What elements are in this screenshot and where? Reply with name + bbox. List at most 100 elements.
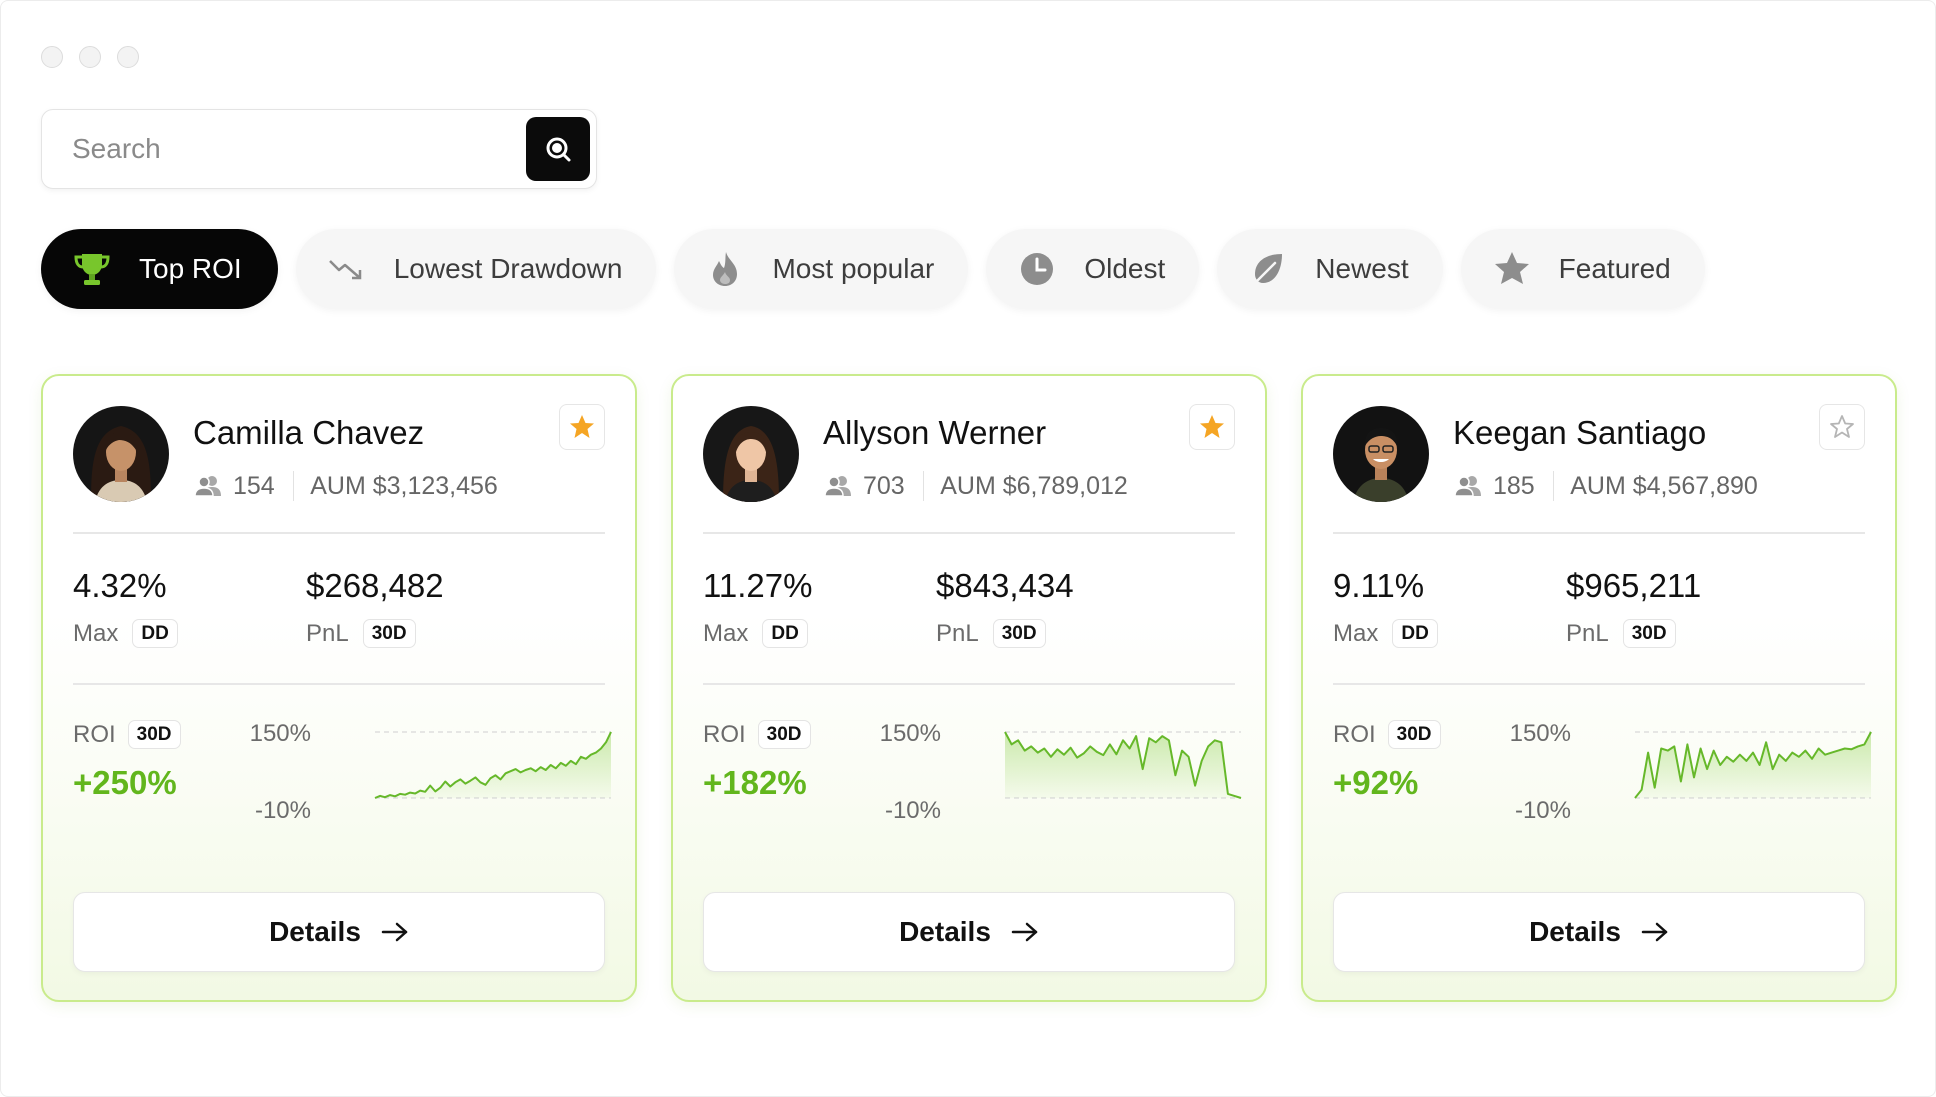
pnl-value: $965,211 — [1566, 567, 1702, 604]
filter-label: Newest — [1315, 253, 1409, 284]
sparkline-line — [1004, 731, 1242, 799]
max-drawdown-value: 9.11% — [1333, 567, 1425, 604]
filter-lowest-drawdown[interactable]: Lowest Drawdown — [295, 229, 657, 309]
star-filled-icon — [1200, 415, 1224, 438]
details-label: Details — [269, 916, 361, 947]
divider — [1552, 471, 1555, 501]
pnl-stat: $268,482 PnL 30D — [306, 567, 444, 648]
dd-badge: DD — [1392, 619, 1438, 648]
roi-label: ROI — [1333, 720, 1376, 748]
star-icon — [1491, 248, 1533, 290]
filter-newest[interactable]: Newest — [1217, 229, 1443, 309]
search-bar — [41, 109, 597, 189]
window-controls — [41, 46, 139, 68]
trader-card: Camilla Chavez 154 AUM $3,123,456 — [41, 374, 637, 1002]
period-badge: 30D — [992, 619, 1046, 648]
details-button[interactable]: Details — [73, 892, 605, 972]
minimize-window-button[interactable] — [79, 46, 101, 68]
pnl-label: PnL — [1566, 619, 1609, 647]
maximize-window-button[interactable] — [117, 46, 139, 68]
avatar — [1333, 406, 1429, 502]
arrow-right-icon — [1641, 922, 1668, 942]
flame-icon — [704, 248, 746, 290]
roi-label-row: ROI 30D — [703, 720, 811, 749]
favorite-button[interactable] — [1189, 404, 1235, 450]
details-button[interactable]: Details — [703, 892, 1235, 972]
max-label: Max — [703, 619, 749, 647]
max-label: Max — [1333, 619, 1379, 647]
axis-min-label: -10% — [254, 797, 311, 824]
trend-down-icon — [326, 248, 368, 290]
roi-sparkline — [374, 731, 612, 799]
roi-label: ROI — [703, 720, 746, 748]
divider — [703, 532, 1235, 534]
search-input[interactable] — [42, 109, 526, 189]
period-badge: 30D — [362, 619, 416, 648]
divider — [922, 471, 925, 501]
filter-most-popular[interactable]: Most popular — [674, 229, 969, 309]
favorite-button[interactable] — [559, 404, 605, 450]
pnl-stat: $843,434 PnL 30D — [936, 567, 1074, 648]
arrow-right-icon — [1011, 922, 1038, 942]
star-outline-icon — [1830, 415, 1854, 438]
pnl-label: PnL — [306, 619, 349, 647]
filter-featured[interactable]: Featured — [1460, 229, 1705, 309]
filter-label: Oldest — [1084, 253, 1166, 284]
followers-icon — [194, 476, 221, 497]
divider — [1333, 532, 1865, 534]
favorite-button[interactable] — [1819, 404, 1865, 450]
filter-oldest[interactable]: Oldest — [986, 229, 1200, 309]
avatar — [703, 406, 799, 502]
followers-count: 154 — [233, 471, 275, 500]
divider — [73, 683, 605, 685]
axis-max-label: 150% — [249, 720, 311, 747]
details-label: Details — [899, 916, 991, 947]
sparkline-line — [1634, 731, 1872, 799]
max-drawdown-stat: 11.27% Max DD — [703, 567, 812, 648]
trader-name: Keegan Santiago — [1453, 414, 1707, 451]
axis-max-label: 150% — [879, 720, 941, 747]
period-badge: 30D — [1622, 619, 1676, 648]
max-drawdown-value: 4.32% — [73, 567, 167, 604]
pnl-label: PnL — [936, 619, 979, 647]
filter-bar: Top ROI Lowest Drawdown Most popular — [41, 229, 1705, 309]
roi-label: ROI — [73, 720, 116, 748]
trader-name: Allyson Werner — [823, 414, 1047, 451]
followers-count: 185 — [1493, 471, 1535, 500]
filter-label: Featured — [1558, 253, 1671, 284]
roi-label-row: ROI 30D — [1333, 720, 1441, 749]
max-drawdown-stat: 9.11% Max DD — [1333, 567, 1438, 648]
search-icon — [546, 137, 571, 162]
divider — [1333, 683, 1865, 685]
filter-label: Top ROI — [139, 253, 242, 284]
trophy-icon — [71, 248, 113, 290]
trader-name: Camilla Chavez — [193, 414, 425, 451]
max-drawdown-stat: 4.32% Max DD — [73, 567, 178, 648]
max-label: Max — [73, 619, 119, 647]
sparkline-area — [1635, 732, 1871, 798]
divider — [703, 683, 1235, 685]
filter-top-roi[interactable]: Top ROI — [41, 229, 278, 309]
dd-badge: DD — [132, 619, 178, 648]
dd-badge: DD — [762, 619, 808, 648]
trader-cards: Camilla Chavez 154 AUM $3,123,456 — [41, 374, 1897, 1002]
aum-value: AUM $3,123,456 — [310, 471, 498, 500]
roi-sparkline — [1634, 731, 1872, 799]
roi-value: +250% — [73, 764, 177, 801]
search-button[interactable] — [526, 117, 590, 181]
roi-label-row: ROI 30D — [73, 720, 181, 749]
period-badge: 30D — [757, 720, 811, 749]
roi-value: +182% — [703, 764, 807, 801]
details-button[interactable]: Details — [1333, 892, 1865, 972]
roi-value: +92% — [1333, 764, 1419, 801]
leaf-icon — [1247, 248, 1289, 290]
pnl-value: $843,434 — [936, 567, 1074, 604]
sparkline-area — [1005, 732, 1241, 798]
pnl-stat: $965,211 PnL 30D — [1566, 567, 1701, 648]
filter-label: Most popular — [772, 253, 935, 284]
aum-value: AUM $4,567,890 — [1570, 471, 1758, 500]
details-label: Details — [1529, 916, 1621, 947]
close-window-button[interactable] — [41, 46, 63, 68]
divider — [292, 471, 295, 501]
